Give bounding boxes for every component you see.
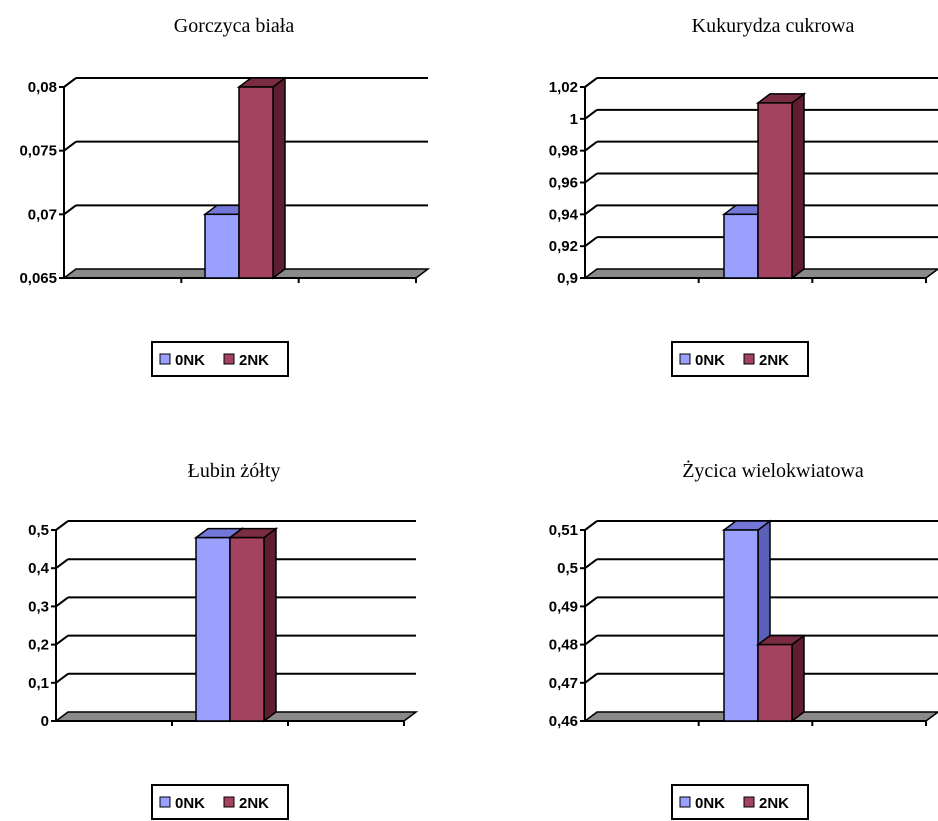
legend-swatch bbox=[159, 796, 171, 808]
y-axis-depth bbox=[63, 77, 77, 88]
y-tick-label: 0,5 bbox=[28, 522, 49, 539]
bar-side bbox=[263, 527, 277, 723]
chart-title: Łubin żółty bbox=[188, 460, 281, 482]
bar-2NK bbox=[227, 527, 279, 723]
gridline-depth bbox=[55, 558, 69, 570]
y-tick-label: 1 bbox=[570, 111, 578, 128]
y-tick-label: 0,1 bbox=[28, 675, 49, 692]
legend: 0NK 2NK bbox=[151, 784, 289, 820]
legend-swatch bbox=[743, 353, 755, 365]
legend-label: 2NK bbox=[759, 352, 789, 369]
y-tick-label: 0,96 bbox=[549, 175, 578, 192]
y-tick-label: 0,2 bbox=[28, 637, 49, 654]
y-tick-label: 1,02 bbox=[549, 79, 578, 96]
y-tick-label: 0,5 bbox=[557, 560, 578, 577]
gridline-depth bbox=[584, 558, 598, 570]
gridline-depth bbox=[63, 140, 77, 152]
bar-front bbox=[195, 536, 231, 722]
y-axis-depth bbox=[584, 520, 598, 531]
chart-title: Kukurydza cukrowa bbox=[692, 15, 855, 37]
y-tick-label: 0,075 bbox=[19, 143, 57, 160]
bar-front bbox=[723, 529, 759, 722]
y-tick-label: 0,07 bbox=[28, 206, 57, 223]
legend-swatch bbox=[679, 353, 691, 365]
legend-swatch bbox=[223, 353, 235, 365]
chart-2: Kukurydza cukrowa 0,9 0,92 0,94 0,96 0,98 1 1,0… bbox=[549, 15, 938, 377]
gridline-depth bbox=[584, 596, 598, 608]
bar-2NK bbox=[755, 92, 807, 280]
y-tick-label: 0 bbox=[41, 713, 49, 730]
gridline-depth bbox=[584, 109, 598, 120]
gridline-depth bbox=[584, 140, 598, 152]
gridline-depth bbox=[584, 634, 598, 646]
y-tick-label: 0,51 bbox=[549, 522, 578, 539]
legend-label: 0NK bbox=[175, 352, 205, 369]
y-tick-label: 0,08 bbox=[28, 79, 57, 96]
gridline-depth bbox=[584, 172, 598, 184]
bar-side bbox=[791, 634, 805, 723]
legend-swatch bbox=[159, 353, 171, 365]
bar-front bbox=[757, 102, 793, 279]
y-axis-depth bbox=[584, 77, 598, 88]
gridline-depth bbox=[584, 204, 598, 216]
y-tick-label: 0,98 bbox=[549, 143, 578, 160]
legend: 0NK 2NK bbox=[151, 341, 289, 377]
gridline-depth bbox=[63, 204, 77, 216]
legend-box bbox=[151, 341, 289, 377]
legend-label: 0NK bbox=[695, 795, 725, 812]
y-tick-label: 0,49 bbox=[549, 598, 578, 615]
legend-swatch bbox=[743, 796, 755, 808]
y-tick-label: 0,9 bbox=[557, 270, 578, 287]
chart-title: Życica wielokwiatowa bbox=[682, 459, 864, 482]
legend-box bbox=[671, 341, 809, 377]
bar-0NK bbox=[721, 519, 773, 723]
y-tick-label: 0,46 bbox=[549, 713, 578, 730]
bar-2NK bbox=[236, 76, 288, 280]
y-tick-label: 0,065 bbox=[19, 270, 57, 287]
gridline-depth bbox=[584, 236, 598, 247]
legend: 0NK 2NK bbox=[671, 784, 809, 820]
bar-front bbox=[204, 213, 240, 279]
legend-label: 2NK bbox=[239, 352, 269, 369]
bar-front bbox=[723, 213, 759, 279]
chart-3: Łubin żółty 0 0,1 0,2 0,3 0,4 0,5 0NK 2NK bbox=[28, 460, 419, 820]
legend-box bbox=[151, 784, 289, 820]
legend-label: 0NK bbox=[175, 795, 205, 812]
chart-1: Gorczyca biała 0,065 0,07 0,075 0,08 0NK 2NK bbox=[19, 15, 431, 377]
bar-front bbox=[229, 536, 265, 722]
y-tick-label: 0,94 bbox=[549, 206, 579, 223]
y-tick-label: 0,47 bbox=[549, 675, 578, 692]
gridline-depth bbox=[55, 596, 69, 608]
bar-side bbox=[272, 76, 286, 280]
chart-4: Życica wielokwiatowa 0,46 0,47 0,48 0,49 0,5 0… bbox=[549, 459, 938, 820]
legend-swatch bbox=[679, 796, 691, 808]
legend: 0NK 2NK bbox=[671, 341, 809, 377]
y-axis-depth bbox=[55, 520, 69, 531]
bar-side bbox=[791, 92, 805, 280]
bar-front bbox=[238, 86, 274, 279]
legend-box bbox=[671, 784, 809, 820]
gridline-depth bbox=[55, 634, 69, 646]
gridline-depth bbox=[55, 672, 69, 684]
legend-label: 0NK bbox=[695, 352, 725, 369]
y-tick-label: 0,92 bbox=[549, 238, 578, 255]
chart-title: Gorczyca biała bbox=[174, 15, 295, 37]
gridline-depth bbox=[584, 672, 598, 684]
bar-2NK bbox=[755, 634, 807, 723]
y-tick-label: 0,48 bbox=[549, 637, 578, 654]
y-tick-label: 0,3 bbox=[28, 598, 49, 615]
bar-front bbox=[757, 643, 793, 722]
legend-label: 2NK bbox=[759, 795, 789, 812]
legend-label: 2NK bbox=[239, 795, 269, 812]
legend-swatch bbox=[223, 796, 235, 808]
y-tick-label: 0,4 bbox=[28, 560, 50, 577]
